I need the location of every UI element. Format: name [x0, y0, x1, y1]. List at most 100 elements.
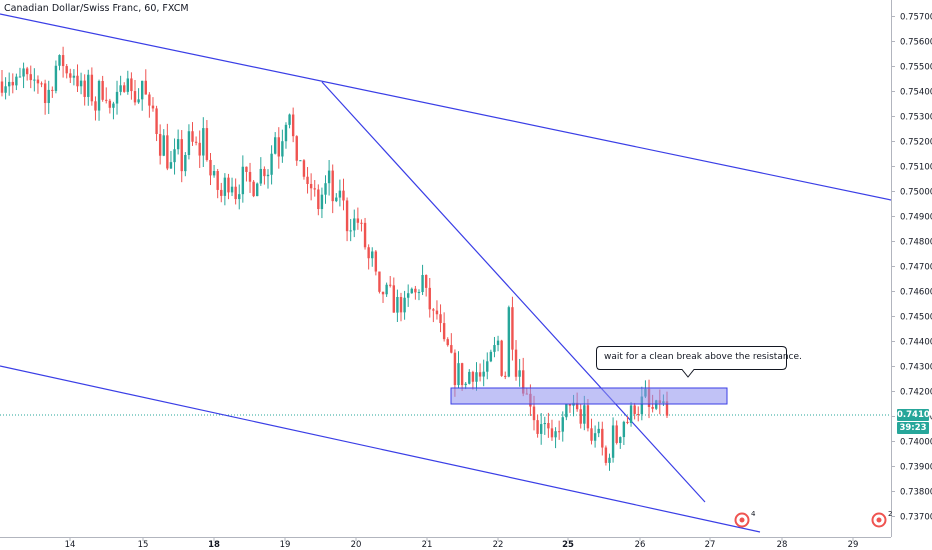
candle-body [629, 405, 633, 423]
price-tick-label: 0.75700 [900, 13, 932, 23]
candle-body [360, 222, 363, 224]
candle-body [94, 101, 97, 111]
resistance-zone[interactable] [450, 387, 728, 405]
candle-body [112, 103, 115, 108]
price-tick-label: 0.74000 [900, 438, 932, 448]
candle-body [187, 131, 191, 156]
candle-body [61, 55, 65, 67]
trendline-drawings[interactable] [0, 13, 892, 533]
candle-body [299, 160, 302, 162]
candle-body [40, 83, 43, 85]
candle-body [133, 91, 137, 103]
candle-body [198, 142, 201, 156]
candle-body [543, 423, 546, 425]
price-tick-label: 0.74600 [900, 288, 932, 298]
candle-body [230, 186, 234, 193]
candle-body [29, 74, 32, 81]
callout-bubble [596, 346, 787, 378]
candle-body [399, 296, 403, 313]
candle-body [295, 136, 298, 161]
time-tick-label: 18 [208, 540, 220, 550]
candle-body [392, 285, 396, 313]
candle-body [212, 171, 216, 176]
candle-body [356, 218, 360, 223]
candle-body [108, 100, 112, 108]
candle-body [547, 423, 550, 429]
descending-trendline[interactable] [321, 81, 706, 503]
candle-body [202, 128, 205, 156]
candle-body [500, 340, 503, 376]
chart-title: Canadian Dollar/Swiss Franc, 60, FXCM [4, 3, 189, 14]
candle-body [514, 349, 518, 377]
candle-body [11, 81, 14, 86]
candle-body [259, 168, 263, 184]
candle-body [7, 81, 11, 87]
candle-body [586, 405, 590, 429]
candle-body [471, 371, 475, 382]
channel-upper-line[interactable] [0, 13, 892, 201]
price-tick-label: 0.74500 [900, 313, 932, 323]
annotation-callout[interactable]: wait for a clean break above the resista… [596, 346, 802, 378]
candle-body [597, 428, 600, 434]
candle-body [205, 128, 209, 160]
candle-body [493, 345, 496, 352]
event-flag[interactable]: 2 [871, 510, 893, 528]
candle-body [144, 80, 147, 95]
candle-body [306, 176, 309, 184]
time-axis[interactable]: 14 15 18 19 20 21 22 25 26 27 28 29 [0, 537, 891, 550]
candle-body [593, 433, 597, 441]
candle-body [442, 323, 446, 340]
last-price-badge: 0.74106 [897, 409, 932, 421]
resistance-zone-box[interactable] [450, 387, 728, 405]
candle-body [158, 134, 162, 156]
candle-body [622, 421, 626, 438]
price-tick-label: 0.74300 [900, 363, 932, 373]
candle-body [410, 288, 413, 294]
candle-body [432, 309, 435, 311]
candle-body [130, 78, 133, 92]
candle-body [450, 345, 453, 353]
candle-body [601, 428, 604, 448]
flag-count: 4 [751, 510, 756, 518]
candle-body [349, 230, 352, 232]
candle-body [270, 153, 273, 175]
channel-lower-line[interactable] [0, 365, 761, 533]
candle-body [428, 287, 431, 310]
candle-body [4, 86, 7, 93]
candle-body [615, 425, 618, 443]
candle-body [583, 405, 586, 424]
candle-body [25, 68, 29, 75]
candle-body [43, 83, 47, 104]
candle-body [263, 168, 266, 177]
candle-body [15, 76, 18, 86]
candle-body [424, 275, 428, 288]
candle-body [238, 194, 241, 200]
candle-body [166, 135, 169, 169]
candle-body [284, 124, 288, 142]
time-tick-label: 15 [138, 540, 149, 550]
candle-body [637, 413, 640, 415]
price-tick-label: 0.75200 [900, 138, 932, 148]
price-axis[interactable]: 0.75700 0.75600 0.75500 0.75400 0.75300 0.752… [891, 0, 932, 537]
flag-count: 2 [888, 510, 892, 518]
candle-body [281, 141, 284, 157]
candle-body [126, 78, 130, 92]
candle-body [33, 79, 36, 81]
price-tick-label: 0.74800 [900, 238, 932, 248]
price-tick-label: 0.74200 [900, 388, 932, 398]
candle-body [234, 186, 237, 200]
candle-body [191, 131, 194, 142]
candle-body [76, 75, 79, 87]
price-tick-label: 0.75400 [900, 88, 932, 98]
candle-body [665, 401, 669, 416]
candle-body [51, 89, 54, 91]
event-flag[interactable]: 4 [734, 510, 757, 528]
annotation-text: wait for a clean break above the resista… [604, 352, 802, 362]
candle-body [608, 457, 611, 463]
candle-body [421, 275, 424, 293]
candle-body [173, 149, 176, 163]
candle-body [554, 431, 557, 438]
price-tick-label: 0.73800 [900, 488, 932, 498]
